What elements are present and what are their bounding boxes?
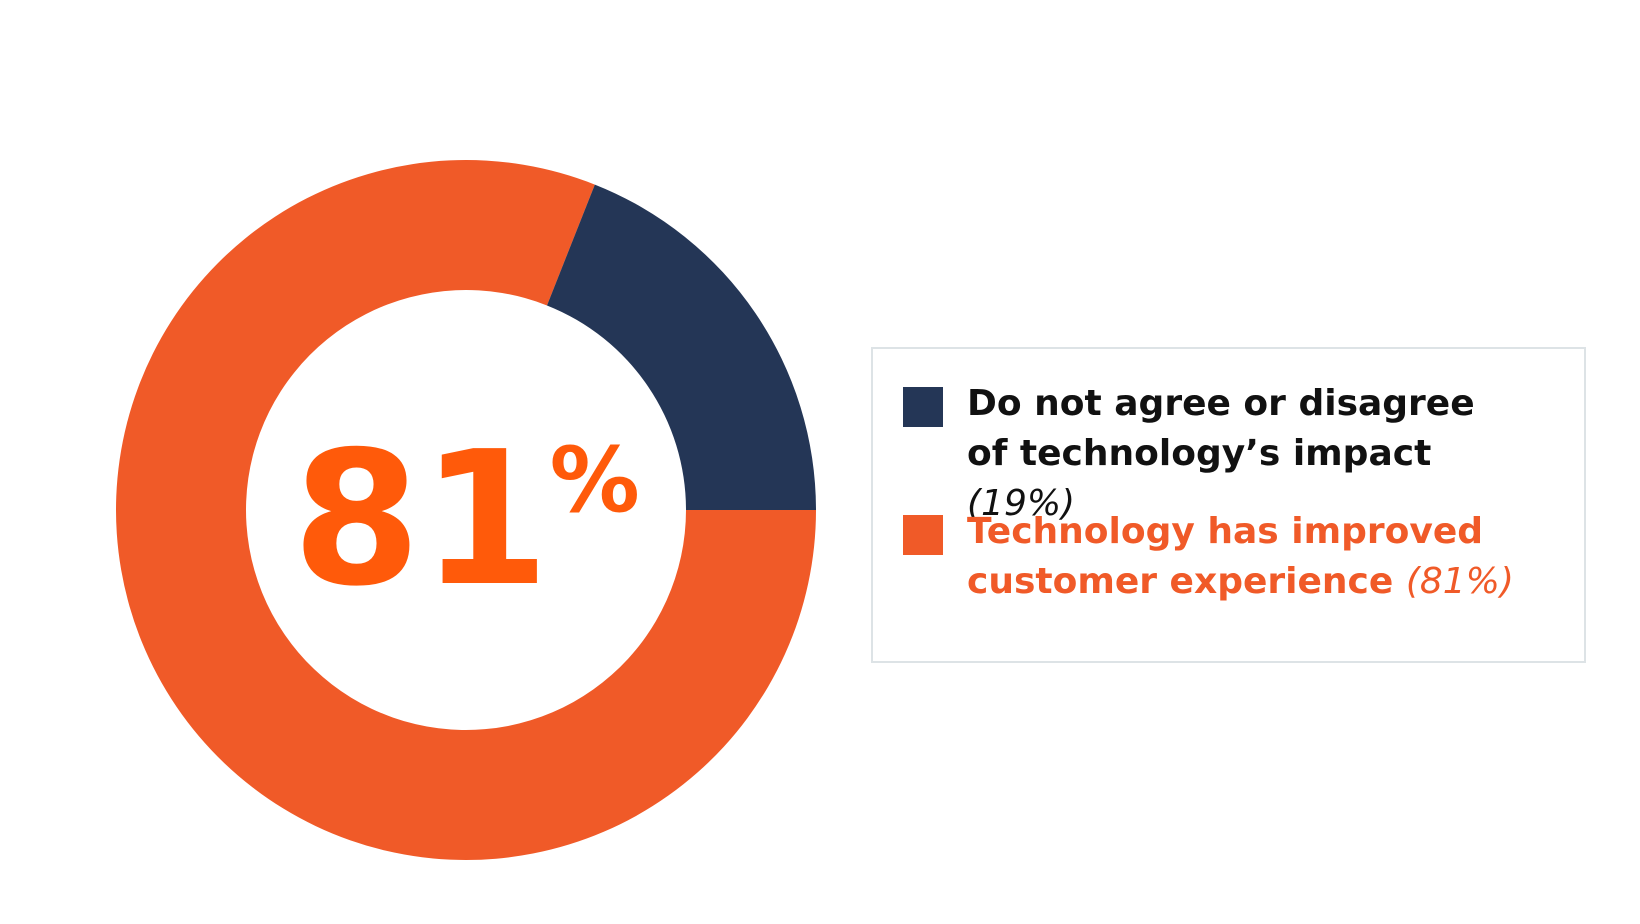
legend-text: Technology has improved customer experie… xyxy=(967,507,1527,607)
legend-label: Technology has improved customer experie… xyxy=(967,511,1484,602)
legend: Do not agree or disagree of technology’s… xyxy=(871,347,1586,663)
center-label: 81% xyxy=(292,411,640,627)
legend-swatch xyxy=(903,515,943,555)
legend-text: Do not agree or disagree of technology’s… xyxy=(967,379,1527,529)
donut-slice xyxy=(115,159,817,861)
donut-slice xyxy=(546,184,816,510)
legend-swatch xyxy=(903,387,943,427)
value-label: (19%) xyxy=(967,483,1076,524)
center-value: 81 xyxy=(292,411,549,627)
center-unit: % xyxy=(550,428,640,533)
value-label: (81%) xyxy=(1405,561,1514,602)
legend-label: Do not agree or disagree of technology’s… xyxy=(967,383,1475,474)
